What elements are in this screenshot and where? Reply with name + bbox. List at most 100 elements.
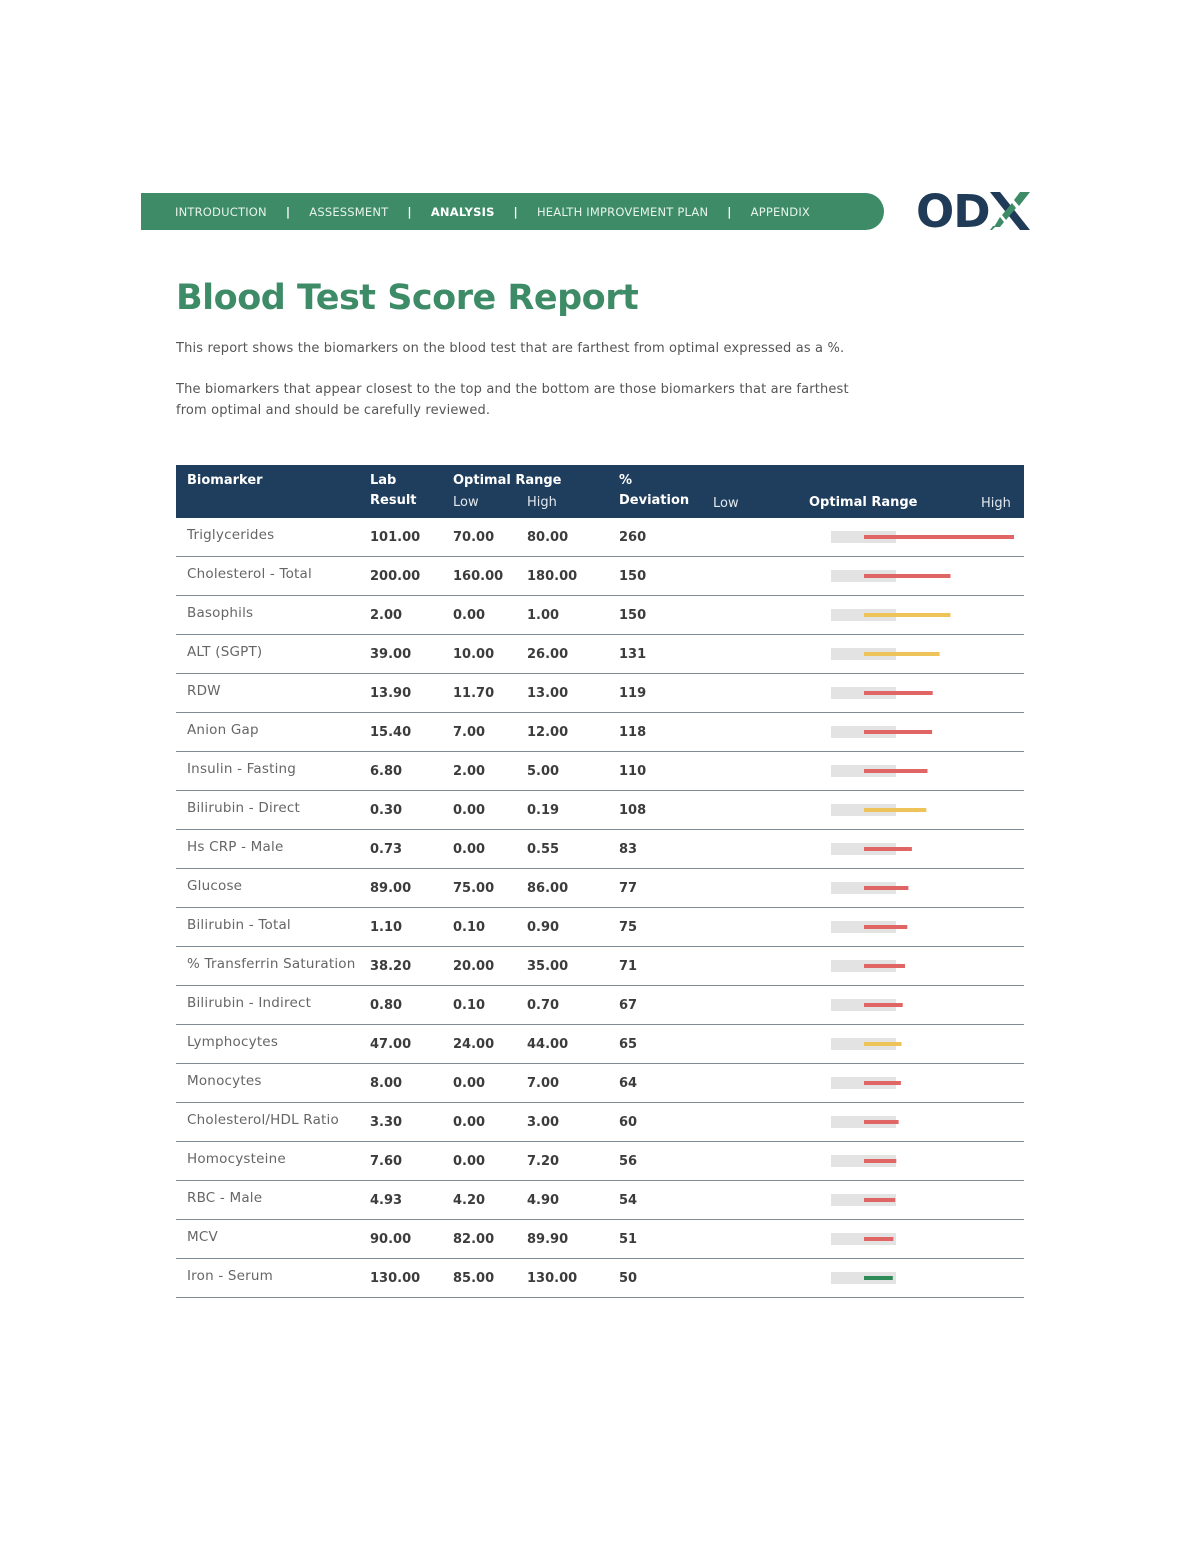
cell-biomarker: Bilirubin - Total bbox=[187, 917, 291, 933]
header-lab: Lab bbox=[370, 473, 397, 488]
cell-optimal-high: 86.00 bbox=[527, 881, 569, 896]
table-row: Bilirubin - Indirect 0.80 0.10 0.70 67 bbox=[176, 986, 1024, 1025]
cell-optimal-low: 82.00 bbox=[453, 1232, 495, 1247]
cell-biomarker: ALT (SGPT) bbox=[187, 644, 263, 660]
deviation-chart bbox=[831, 1155, 897, 1167]
optimal-range-band bbox=[831, 531, 896, 543]
cell-optimal-low: 7.00 bbox=[453, 725, 486, 740]
cell-optimal-low: 0.00 bbox=[453, 1076, 486, 1091]
cell-deviation: 50 bbox=[619, 1271, 638, 1286]
optimal-range-band bbox=[831, 1038, 896, 1050]
deviation-chart bbox=[831, 1038, 902, 1050]
nav-item-introduction[interactable]: INTRODUCTION bbox=[175, 204, 267, 219]
deviation-bar bbox=[864, 769, 928, 773]
cell-biomarker: RBC - Male bbox=[187, 1190, 263, 1206]
cell-lab-result: 89.00 bbox=[370, 881, 412, 896]
cell-deviation: 110 bbox=[619, 764, 647, 779]
cell-biomarker: Monocytes bbox=[187, 1073, 262, 1089]
cell-biomarker: Bilirubin - Indirect bbox=[187, 995, 312, 1011]
deviation-chart bbox=[831, 570, 951, 582]
optimal-range-band bbox=[831, 1155, 896, 1167]
deviation-chart bbox=[831, 648, 940, 660]
header-low: Low bbox=[453, 495, 479, 510]
header-high: High bbox=[527, 495, 557, 510]
cell-optimal-low: 4.20 bbox=[453, 1193, 486, 1208]
cell-optimal-low: 20.00 bbox=[453, 959, 495, 974]
nav-item-assessment[interactable]: ASSESSMENT bbox=[309, 204, 389, 219]
nav-separator: | bbox=[727, 204, 732, 219]
optimal-range-band bbox=[831, 882, 896, 894]
table-row: ALT (SGPT) 39.00 10.00 26.00 131 bbox=[176, 635, 1024, 674]
cell-biomarker: Triglycerides bbox=[187, 527, 275, 543]
cell-lab-result: 6.80 bbox=[370, 764, 403, 779]
cell-biomarker: Glucose bbox=[187, 878, 243, 894]
cell-optimal-low: 85.00 bbox=[453, 1271, 495, 1286]
cell-optimal-high: 12.00 bbox=[527, 725, 569, 740]
deviation-chart bbox=[831, 999, 903, 1011]
cell-deviation: 64 bbox=[619, 1076, 638, 1091]
optimal-range-band bbox=[831, 609, 896, 621]
cell-optimal-high: 5.00 bbox=[527, 764, 560, 779]
cell-optimal-high: 35.00 bbox=[527, 959, 569, 974]
nav-item-analysis[interactable]: ANALYSIS bbox=[430, 204, 495, 219]
header-deviation: Deviation bbox=[619, 493, 690, 508]
cell-biomarker: Iron - Serum bbox=[187, 1268, 274, 1284]
optimal-range-band bbox=[831, 1077, 896, 1089]
cell-lab-result: 13.90 bbox=[370, 686, 412, 701]
deviation-bar bbox=[864, 886, 909, 890]
cell-optimal-low: 0.00 bbox=[453, 842, 486, 857]
table-row: Cholesterol - Total 200.00 160.00 180.00 150 bbox=[176, 557, 1024, 596]
cell-optimal-high: 0.70 bbox=[527, 998, 560, 1013]
deviation-chart bbox=[831, 1116, 899, 1128]
deviation-bar bbox=[864, 1198, 896, 1202]
deviation-bar bbox=[864, 1159, 897, 1163]
table-row: RBC - Male 4.93 4.20 4.90 54 bbox=[176, 1181, 1024, 1220]
cell-deviation: 51 bbox=[619, 1232, 638, 1247]
cell-optimal-low: 0.10 bbox=[453, 920, 486, 935]
nav-separator: | bbox=[407, 204, 412, 219]
header-optimal-range: Optimal Range bbox=[453, 473, 562, 488]
cell-biomarker: Basophils bbox=[187, 605, 254, 621]
deviation-chart bbox=[831, 726, 933, 738]
cell-lab-result: 1.10 bbox=[370, 920, 403, 935]
cell-optimal-low: 70.00 bbox=[453, 530, 495, 545]
optimal-range-band bbox=[831, 1272, 896, 1284]
intro-paragraph-1: This report shows the biomarkers on the … bbox=[176, 341, 845, 356]
cell-optimal-high: 13.00 bbox=[527, 686, 569, 701]
nav-item-health-improvement-plan[interactable]: HEALTH IMPROVEMENT PLAN bbox=[536, 204, 709, 219]
cell-optimal-high: 80.00 bbox=[527, 530, 569, 545]
nav-item-appendix[interactable]: APPENDIX bbox=[750, 204, 811, 219]
deviation-chart bbox=[831, 687, 933, 699]
deviation-bar bbox=[864, 925, 908, 929]
cell-deviation: 75 bbox=[619, 920, 638, 935]
header-chart-low: Low bbox=[713, 496, 739, 511]
cell-biomarker: Cholesterol/HDL Ratio bbox=[187, 1112, 339, 1128]
page-title: Blood Test Score Report bbox=[176, 278, 639, 318]
cell-lab-result: 90.00 bbox=[370, 1232, 412, 1247]
cell-optimal-high: 26.00 bbox=[527, 647, 569, 662]
cell-deviation: 71 bbox=[619, 959, 638, 974]
table-row: Anion Gap 15.40 7.00 12.00 118 bbox=[176, 713, 1024, 752]
cell-deviation: 54 bbox=[619, 1193, 638, 1208]
cell-optimal-high: 130.00 bbox=[527, 1271, 578, 1286]
table-body: Triglycerides 101.00 70.00 80.00 260 Choleste… bbox=[176, 518, 1024, 1298]
optimal-range-band bbox=[831, 765, 896, 777]
cell-optimal-high: 0.19 bbox=[527, 803, 560, 818]
cell-biomarker: % Transferrin Saturation bbox=[187, 956, 356, 972]
cell-optimal-high: 180.00 bbox=[527, 569, 578, 584]
table-row: Cholesterol/HDL Ratio 3.30 0.00 3.00 60 bbox=[176, 1103, 1024, 1142]
cell-optimal-high: 3.00 bbox=[527, 1115, 560, 1130]
cell-optimal-high: 4.90 bbox=[527, 1193, 560, 1208]
table-row: Basophils 2.00 0.00 1.00 150 bbox=[176, 596, 1024, 635]
cell-optimal-low: 160.00 bbox=[453, 569, 504, 584]
deviation-chart bbox=[831, 765, 928, 777]
cell-lab-result: 47.00 bbox=[370, 1037, 412, 1052]
cell-biomarker: Insulin - Fasting bbox=[187, 761, 297, 777]
cell-optimal-low: 2.00 bbox=[453, 764, 486, 779]
cell-biomarker: Lymphocytes bbox=[187, 1034, 279, 1050]
optimal-range-band bbox=[831, 843, 896, 855]
header-percent: % bbox=[619, 473, 633, 488]
score-table: Biomarker Lab Result Optimal Range Low H… bbox=[176, 465, 1024, 1298]
cell-lab-result: 0.80 bbox=[370, 998, 403, 1013]
cell-deviation: 60 bbox=[619, 1115, 638, 1130]
